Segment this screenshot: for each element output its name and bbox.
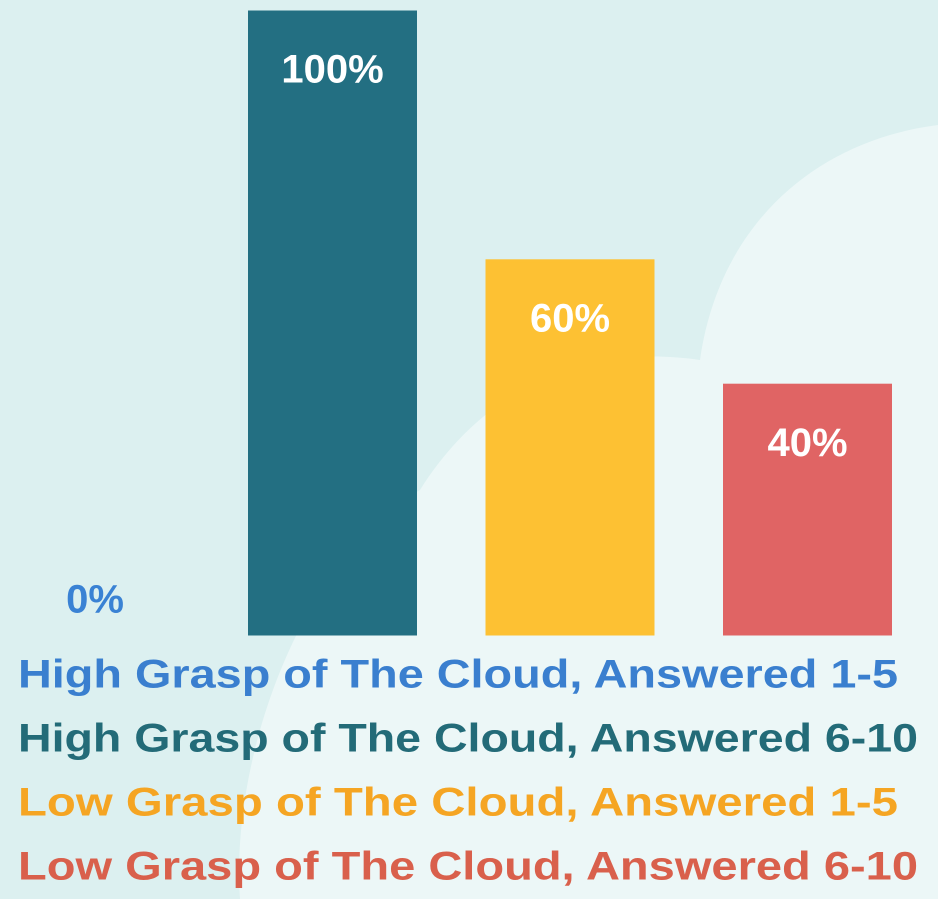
value-label: 60% <box>530 296 610 340</box>
legend-entry: Low Grasp of The Cloud, Answered 6-10 <box>18 845 918 889</box>
legend-entry: Low Grasp of The Cloud, Answered 1-5 <box>18 781 898 825</box>
legend-entry: High Grasp of The Cloud, Answered 1-5 <box>18 653 898 697</box>
value-label: 100% <box>281 48 383 92</box>
value-label: 0% <box>66 578 124 622</box>
bar <box>248 10 417 636</box>
bar <box>723 383 892 636</box>
bar <box>485 259 655 636</box>
value-label: 40% <box>767 421 847 465</box>
legend-entry: High Grasp of The Cloud, Answered 6-10 <box>18 717 918 761</box>
